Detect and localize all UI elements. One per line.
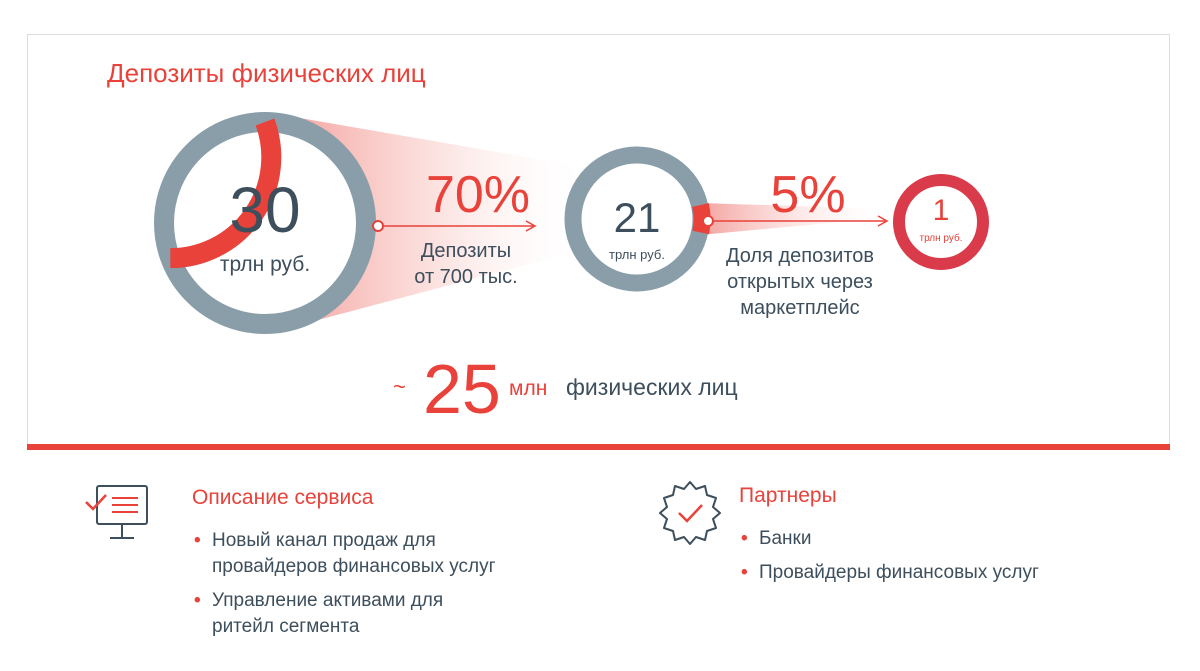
conversion-label-1-line-1: Депозиты [421,240,511,262]
deposits-marketplace-ring [893,174,989,270]
list-item: • Провайдеры финансовых услуг [741,562,1039,583]
service-item-2-line-2: ритейл сегмента [212,616,360,637]
deposits-marketplace-unit: трлн руб. [919,232,962,244]
deposits-total-value: 30 [229,174,300,246]
service-item-1-line-2: провайдеров финансовых услуг [212,556,496,577]
list-item: • Банки [741,528,812,549]
badge-check-icon [659,481,721,545]
conversion-label-1-line-2: от 700 тыс. [414,266,517,288]
service-item-2-line-1: Управление активами для [212,590,444,611]
conversion-label-2-line-1: Доля депозитов [726,245,874,267]
deposits-large-ring-share [692,203,711,235]
service-title: Описание сервиса [192,486,374,509]
arrow-start-dot-2 [702,215,714,227]
conversion-percent-2: 5% [770,166,845,224]
deposits-panel [27,34,1170,447]
service-list: • Новый канал продаж для провайдеров фин… [192,528,496,648]
partners-list: • Банки • Провайдеры финансовых услуг [739,526,1039,594]
conversion-percent-1: 70% [426,166,530,224]
deposits-total-unit: трлн руб. [220,253,310,276]
clients-prefix: ~ [393,374,406,399]
monitor-checklist-icon [85,485,148,539]
deposits-funnel-diagram: Депозиты физических лиц 30 трлн руб. 21 … [107,58,989,428]
deposits-marketplace-value: 1 [933,194,950,227]
conversion-label-2-line-2: открытых через [727,271,873,293]
deposits-large-unit: трлн руб. [609,247,665,262]
diagram-title: Депозиты физических лиц [107,58,426,88]
clients-label: физических лиц [566,374,738,400]
section-divider [27,444,1170,450]
partners-title: Партнеры [739,484,837,507]
arrow-head-1 [525,220,537,232]
arrow-head-2 [877,215,889,227]
service-item-1-line-1: Новый канал продаж для [212,530,436,551]
clients-unit: млн [509,377,547,400]
deposits-large-value: 21 [614,194,661,241]
partners-item-2: Провайдеры финансовых услуг [759,562,1039,583]
arrow-start-dot-1 [372,220,384,232]
deposits-total-ring-share [170,118,282,269]
funnel-wedge-2 [700,203,895,235]
partners-item-1: Банки [759,528,812,549]
clients-value: 25 [423,350,501,428]
list-item: • Управление активами для ритейл сегмент… [194,590,444,637]
list-item: • Новый канал продаж для провайдеров фин… [194,530,496,577]
conversion-label-2-line-3: маркетплейс [740,297,859,319]
